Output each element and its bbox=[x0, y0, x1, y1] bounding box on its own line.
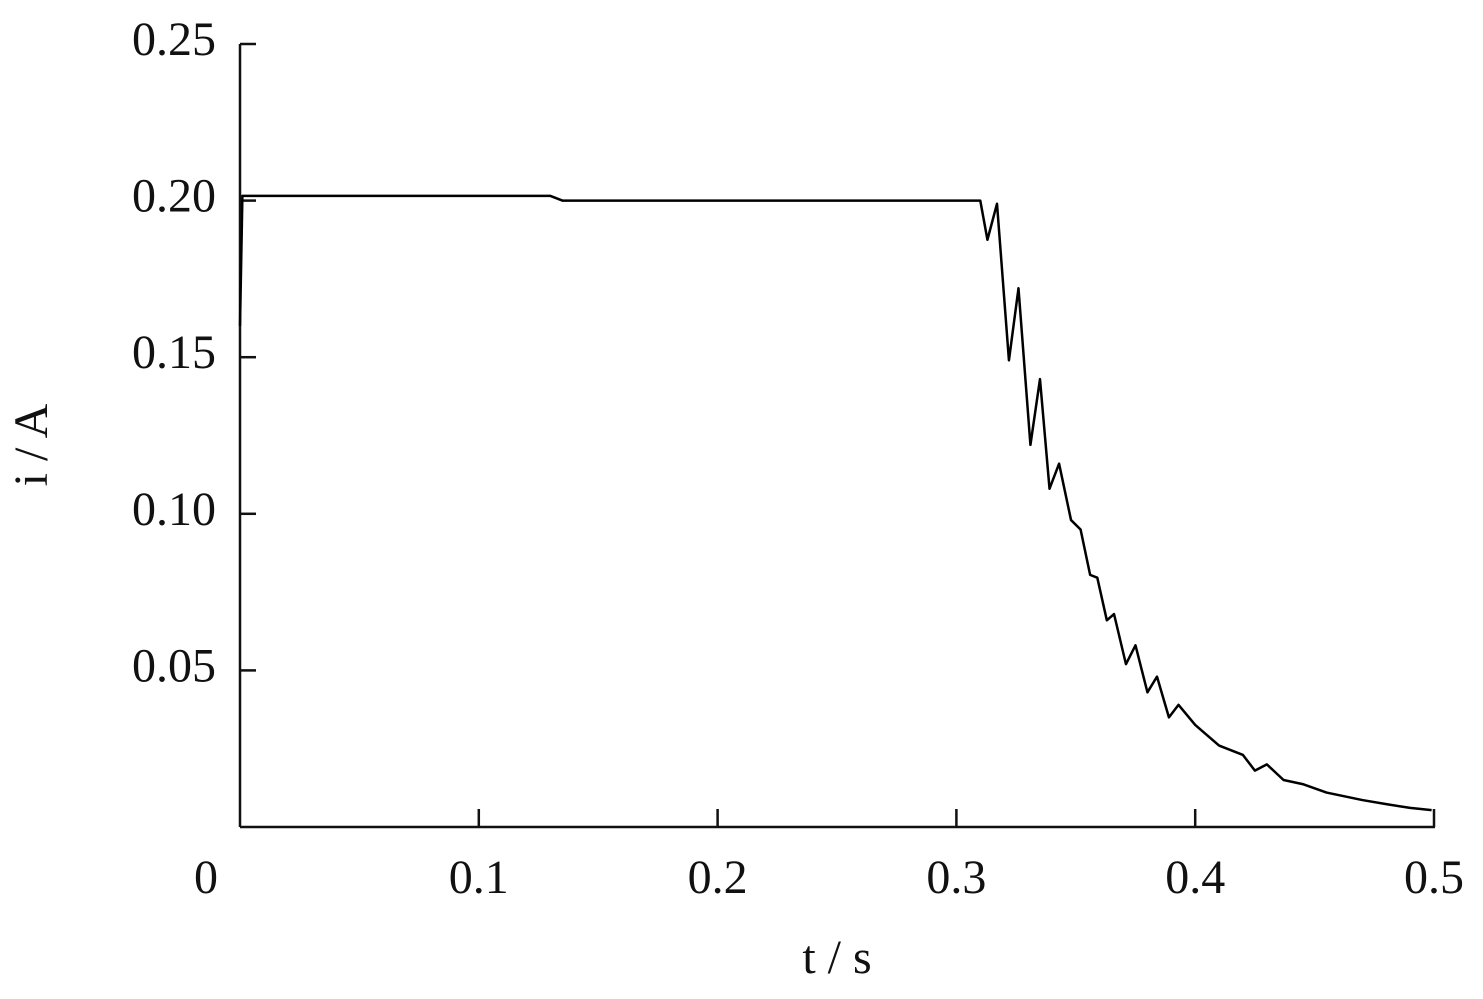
y-tick-label: 0.15 bbox=[132, 326, 216, 379]
x-tick-label: 0.3 bbox=[926, 851, 986, 904]
line-series bbox=[238, 194, 1432, 812]
x-tick-label: 0.2 bbox=[688, 851, 748, 904]
x-axis-label: t / s bbox=[802, 931, 871, 984]
y-tick-label: 0.25 bbox=[132, 13, 216, 66]
x-tick-label: 0.4 bbox=[1165, 851, 1225, 904]
y-axis-label: i / A bbox=[5, 403, 58, 486]
y-tick-label: 0.20 bbox=[132, 170, 216, 223]
x-tick-label: 0 bbox=[194, 851, 218, 904]
y-tick-label: 0.10 bbox=[132, 483, 216, 536]
y-tick-label: 0.05 bbox=[132, 639, 216, 692]
x-tick-label: 0.5 bbox=[1404, 851, 1464, 904]
x-tick-label: 0.1 bbox=[449, 851, 509, 904]
